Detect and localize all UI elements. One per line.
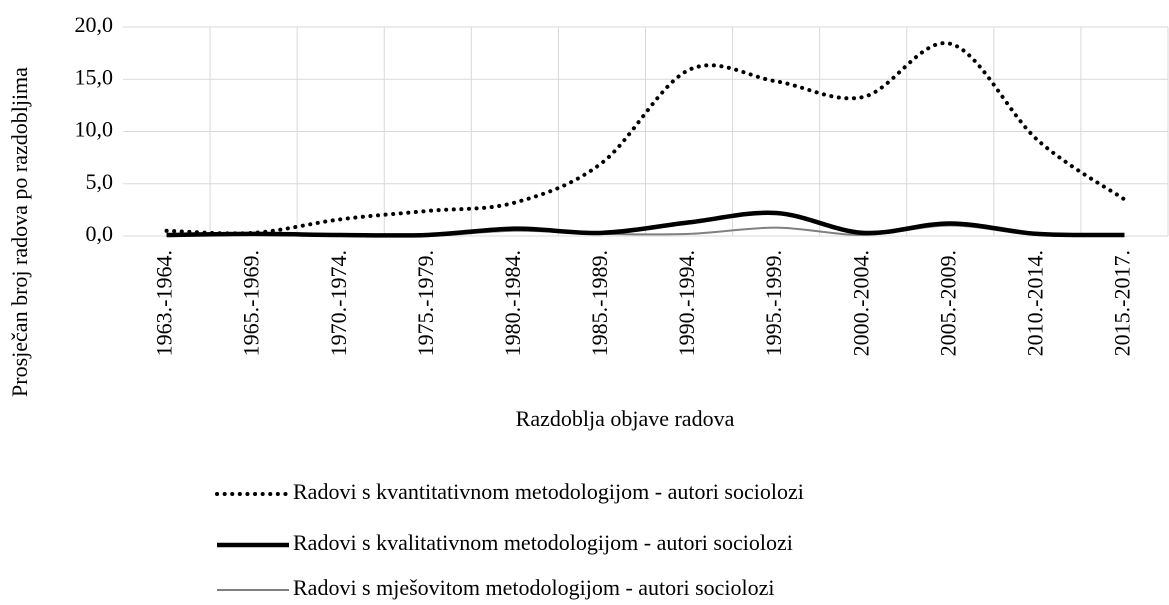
- series-line: [164, 41, 1127, 236]
- y-tick-label: 0,0: [86, 221, 114, 246]
- y-tick-label: 15,0: [75, 64, 114, 89]
- y-axis-title: Prosječan broj radova po razdobljima: [7, 67, 32, 397]
- y-tick-label: 5,0: [86, 169, 114, 194]
- x-tick-label: 1995.-1999.: [761, 250, 786, 356]
- x-tick-label: 1990.-1994.: [674, 250, 699, 356]
- x-tick-label: 1970.-1974.: [326, 250, 351, 356]
- y-tick-label: 20,0: [75, 12, 114, 37]
- x-tick-label: 2015.-2017.: [1110, 250, 1135, 356]
- y-tick-label: 10,0: [75, 117, 114, 142]
- x-tick-label: 1963.-1964.: [152, 250, 177, 356]
- x-tick-label: 2010.-2014.: [1022, 250, 1047, 356]
- x-tick-label: 2000.-2004.: [848, 250, 873, 356]
- x-tick-label: 1985.-1989.: [587, 250, 612, 356]
- legend-label: Radovi s kvalitativnom metodologijom - a…: [293, 530, 793, 555]
- x-axis-title: Razdoblja objave radova: [516, 406, 735, 431]
- x-tick-label: 1975.-1979.: [413, 250, 438, 356]
- x-tick-label: 1965.-1969.: [239, 250, 264, 356]
- series-line: [166, 210, 1125, 238]
- x-tick-label: 2005.-2009.: [935, 250, 960, 356]
- legend-label: Radovi s kvantitativnom metodologijom - …: [293, 479, 804, 504]
- x-tick-label: 1980.-1984.: [500, 250, 525, 356]
- legend-label: Radovi s mješovitom metodologijom - auto…: [293, 575, 775, 600]
